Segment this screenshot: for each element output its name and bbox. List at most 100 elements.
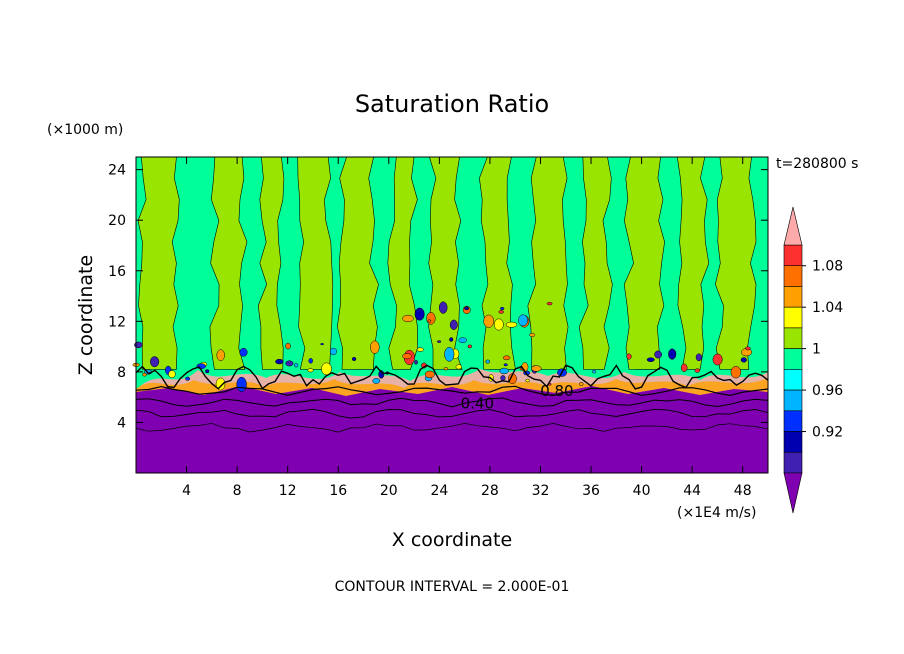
x-tick-label: 48	[734, 483, 752, 499]
x-tick-label: 36	[582, 483, 600, 499]
turbulence-patch	[529, 333, 536, 337]
saturation-band-4	[297, 156, 334, 370]
colorbar-cell	[783, 410, 803, 432]
turbulence-patch	[168, 370, 176, 378]
colorbar-over-arrow	[783, 206, 803, 246]
turbulence-patch	[370, 340, 380, 354]
turbulence-patch	[443, 367, 449, 371]
turbulence-patch	[458, 337, 467, 344]
x-tick-label: 16	[329, 483, 347, 499]
x-tick-label: 20	[380, 483, 398, 499]
turbulence-patch	[518, 314, 528, 327]
y-tick-label: 24	[108, 163, 126, 179]
turbulence-patch	[498, 310, 504, 314]
colorbar-cell	[783, 306, 803, 329]
turbulence-patch	[239, 347, 248, 357]
turbulence-patch	[503, 363, 508, 367]
turbulence-patch	[438, 301, 448, 314]
turbulence-patch	[500, 306, 505, 311]
x-tick-label: 4	[182, 483, 191, 499]
saturation-band-3	[257, 156, 285, 370]
colorbar-cell	[783, 327, 803, 349]
turbulence-patch	[378, 370, 385, 379]
turbulence-patch	[285, 360, 294, 367]
turbulence-patch	[464, 306, 470, 311]
turbulence-patch	[449, 319, 458, 330]
turbulence-patch	[215, 377, 226, 391]
y-tick-label: 16	[108, 264, 126, 280]
turbulence-patch	[668, 348, 677, 360]
turbulence-patch	[416, 347, 424, 352]
contour-lines	[135, 364, 769, 433]
saturation-band-9	[527, 156, 569, 370]
turbulence-patch	[414, 307, 425, 321]
turbulence-patch	[307, 368, 314, 373]
turbulence-patch	[444, 346, 455, 362]
colorbar	[783, 206, 803, 514]
y-unit-label: (×1000 m)	[47, 122, 123, 138]
plot-area: 0.40 0.80	[132, 156, 769, 474]
contour-label: 0.40	[461, 395, 494, 413]
x-ticks: 4 8 12 16 20 24 28 32 36 40 44 48	[182, 157, 752, 499]
turbulence-patch	[320, 343, 324, 346]
colorbar-labels: 1.08 1.04 1 0.96 0.92	[802, 259, 843, 441]
turbulence-patch	[216, 349, 225, 362]
x-tick-label: 44	[683, 483, 701, 499]
turbulence-patch	[525, 378, 530, 383]
turbulence-patch	[740, 357, 747, 363]
turbulence-patch	[455, 364, 462, 370]
turbulence-patch	[467, 344, 472, 349]
colorbar-cell	[783, 265, 803, 287]
turbulence-patch	[502, 355, 511, 361]
cloud-base-contour	[135, 364, 769, 390]
contour-interval: CONTOUR INTERVAL = 2.000E-01	[335, 579, 570, 595]
turbulence-patch	[745, 346, 751, 351]
turbulence-patch	[626, 353, 632, 360]
turbulence-patch	[546, 301, 553, 306]
colorbar-tick-label: 1	[812, 342, 821, 358]
turbulence-patch	[285, 342, 291, 350]
turbulence-patch	[505, 321, 518, 328]
turbulence-patch	[351, 356, 357, 362]
turbulence-patch	[427, 319, 432, 323]
x-tick-label: 32	[532, 483, 550, 499]
turbulence-patch	[680, 363, 688, 372]
turbulence-patch	[150, 356, 160, 368]
x-unit-label: (×1E4 m/s)	[677, 505, 756, 521]
x-tick-label: 12	[279, 483, 297, 499]
turbulence-patch	[499, 367, 509, 375]
y-tick-label: 20	[108, 213, 126, 229]
turbulence-patch	[646, 357, 655, 362]
turbulence-patch	[142, 372, 147, 377]
x-tick-label: 24	[430, 483, 448, 499]
y-tick-label: 8	[117, 365, 126, 381]
x-tick-label: 8	[233, 483, 242, 499]
x-tick-label: 40	[633, 483, 651, 499]
plot-frame	[135, 156, 769, 474]
contour-line-3	[135, 408, 769, 419]
colorbar-cell	[783, 389, 803, 412]
time-label: t=280800 s	[776, 156, 858, 172]
turbulence-patch	[485, 359, 490, 364]
turbulence-patch	[402, 353, 412, 360]
colorbar-under-arrow	[783, 472, 803, 514]
turbulence-patch	[730, 366, 742, 379]
turbulence-patch	[185, 376, 190, 381]
colorbar-tick-label: 0.96	[812, 383, 843, 399]
turbulence-patch	[372, 378, 381, 384]
dry-layer	[136, 386, 768, 473]
contour-line-4	[135, 422, 769, 433]
turbulence-patch	[294, 363, 299, 368]
contour-label: 0.80	[540, 382, 573, 400]
turbulence-patch	[329, 347, 337, 356]
turbulence-patch	[531, 365, 542, 372]
turbulence-patch	[402, 314, 414, 323]
turbulence-patch	[694, 368, 701, 373]
x-tick-label: 28	[481, 483, 499, 499]
turbulence-patch	[483, 314, 495, 328]
turbulence-patch	[695, 353, 703, 362]
turbulence-patch	[205, 369, 210, 374]
colorbar-cell	[783, 348, 803, 370]
turbulence-patch	[275, 358, 284, 365]
turbulence-patch	[426, 312, 436, 325]
